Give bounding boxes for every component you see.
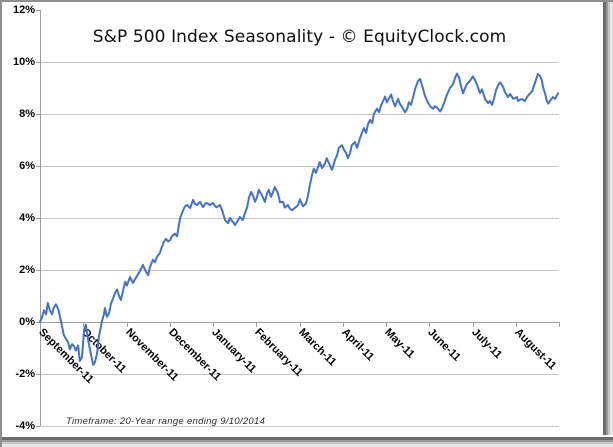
y-axis-label: 8% xyxy=(19,108,35,120)
y-tick xyxy=(36,322,40,323)
frame-shadow-right xyxy=(601,0,613,447)
x-tick xyxy=(169,322,171,327)
x-axis-label: July-11 xyxy=(468,326,504,362)
frame-border-top xyxy=(0,0,613,2)
gridline xyxy=(40,270,559,271)
y-tick xyxy=(36,374,40,375)
gridline xyxy=(40,114,559,115)
x-tick xyxy=(126,322,128,327)
x-tick xyxy=(83,322,85,327)
x-tick xyxy=(256,322,258,327)
gridline xyxy=(40,62,559,63)
gridline xyxy=(40,166,559,167)
gridline xyxy=(40,374,559,375)
y-axis-line xyxy=(40,10,41,426)
x-axis-label: August-11 xyxy=(511,326,559,373)
y-axis-label: -4% xyxy=(15,420,35,432)
y-tick xyxy=(36,270,40,271)
x-tick xyxy=(429,322,431,327)
frame-shadow-bottom xyxy=(0,435,613,447)
x-tick xyxy=(342,322,344,327)
y-tick xyxy=(36,10,40,11)
y-axis-label: 2% xyxy=(19,264,35,276)
y-axis-label: 6% xyxy=(19,160,35,172)
y-tick xyxy=(36,62,40,63)
x-tick xyxy=(213,322,214,327)
x-axis-label: March-11 xyxy=(295,326,338,369)
chart-title: S&P 500 Index Seasonality - © EquityCloc… xyxy=(92,27,507,47)
x-tick xyxy=(472,322,474,327)
y-axis-label: 0% xyxy=(19,316,35,328)
x-tick xyxy=(299,322,301,327)
y-axis-label: 4% xyxy=(19,212,35,224)
frame-border-left xyxy=(0,0,2,447)
gridline xyxy=(40,218,559,219)
y-tick xyxy=(36,114,40,115)
x-tick xyxy=(386,322,387,327)
gridline xyxy=(40,426,559,427)
y-axis-label: 10% xyxy=(12,56,35,68)
y-tick xyxy=(36,218,40,219)
y-axis-label: 12% xyxy=(12,4,35,16)
x-axis-label: April-11 xyxy=(338,326,376,364)
x-axis-label: May-11 xyxy=(382,326,417,361)
x-tick xyxy=(559,322,560,327)
x-tick xyxy=(515,322,517,327)
y-tick xyxy=(36,426,40,427)
y-axis-label: -2% xyxy=(15,368,35,380)
y-tick xyxy=(36,166,40,167)
timeframe-note: Timeframe: 20-Year range ending 9/10/201… xyxy=(66,416,266,427)
x-axis-label: June-11 xyxy=(425,326,463,364)
x-tick xyxy=(40,322,41,327)
